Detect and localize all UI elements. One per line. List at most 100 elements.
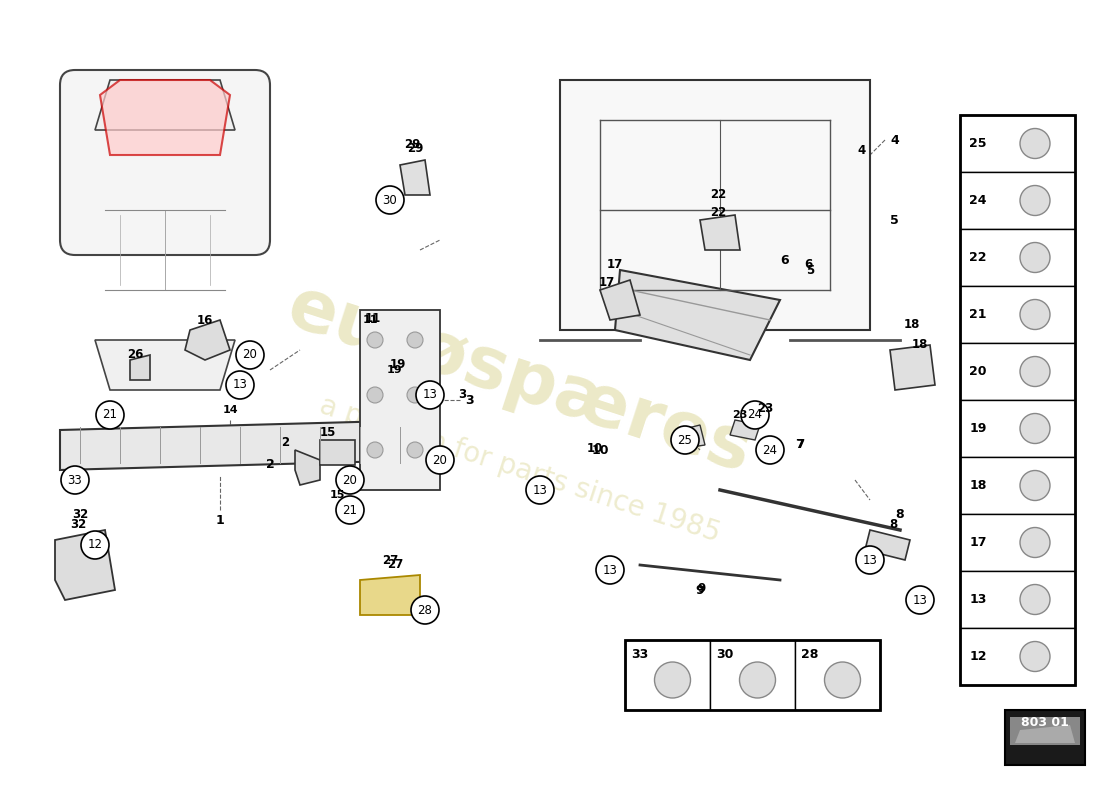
Text: 25: 25	[678, 434, 692, 446]
Circle shape	[411, 596, 439, 624]
Circle shape	[81, 531, 109, 559]
Text: 13: 13	[422, 389, 438, 402]
Text: 28: 28	[418, 603, 432, 617]
Circle shape	[426, 446, 454, 474]
Bar	[960, 229, 1075, 286]
Text: 18: 18	[904, 318, 921, 331]
Circle shape	[1020, 470, 1050, 501]
Text: 5: 5	[890, 214, 899, 226]
Text: 4: 4	[858, 143, 866, 157]
Bar	[1005, 710, 1085, 765]
Circle shape	[741, 401, 769, 429]
Circle shape	[596, 556, 624, 584]
Text: 22: 22	[710, 206, 726, 219]
Text: 20: 20	[969, 365, 987, 378]
Circle shape	[226, 371, 254, 399]
Bar	[960, 286, 1075, 343]
Text: 3: 3	[458, 389, 466, 402]
Polygon shape	[60, 420, 430, 470]
Bar	[960, 115, 1075, 172]
Text: 29: 29	[404, 138, 420, 151]
Text: 27: 27	[387, 558, 403, 571]
Text: 20: 20	[243, 349, 257, 362]
Text: 10: 10	[592, 443, 608, 457]
Polygon shape	[680, 425, 705, 448]
Text: 28: 28	[801, 649, 818, 662]
Circle shape	[407, 387, 424, 403]
Text: 9: 9	[695, 583, 704, 597]
Text: 2: 2	[265, 458, 274, 471]
Circle shape	[236, 341, 264, 369]
Text: 7: 7	[796, 438, 804, 451]
Polygon shape	[865, 530, 910, 560]
Text: 13: 13	[913, 594, 927, 606]
Polygon shape	[95, 340, 235, 390]
Text: 27: 27	[382, 554, 398, 566]
Text: 32: 32	[72, 509, 88, 522]
Text: 8: 8	[895, 509, 904, 522]
Bar	[960, 400, 1075, 457]
Text: 12: 12	[969, 650, 987, 663]
Bar	[960, 457, 1075, 514]
Text: 33: 33	[631, 649, 649, 662]
Text: 23: 23	[733, 410, 748, 420]
Text: 30: 30	[383, 194, 397, 206]
Bar	[625, 640, 710, 710]
Text: 29: 29	[407, 142, 424, 154]
Circle shape	[407, 442, 424, 458]
Circle shape	[367, 442, 383, 458]
Circle shape	[367, 332, 383, 348]
Polygon shape	[600, 280, 640, 320]
Polygon shape	[890, 345, 935, 390]
Text: 11: 11	[362, 315, 377, 325]
Text: 5: 5	[806, 263, 814, 277]
Polygon shape	[55, 530, 116, 600]
Circle shape	[1020, 527, 1050, 558]
Text: 2: 2	[280, 437, 289, 450]
Text: 22: 22	[710, 189, 726, 202]
FancyBboxPatch shape	[60, 70, 270, 255]
Bar	[960, 115, 1075, 685]
Text: 6: 6	[781, 254, 790, 266]
Bar	[360, 310, 440, 490]
Text: 15: 15	[320, 426, 337, 438]
Text: 13: 13	[232, 378, 248, 391]
Circle shape	[416, 381, 444, 409]
Text: 30: 30	[716, 649, 734, 662]
Text: 20: 20	[342, 474, 358, 486]
Circle shape	[906, 586, 934, 614]
Bar	[960, 571, 1075, 628]
Text: a passion for parts since 1985: a passion for parts since 1985	[316, 392, 724, 548]
Text: 4: 4	[890, 134, 899, 146]
Text: 13: 13	[532, 483, 548, 497]
Circle shape	[739, 662, 776, 698]
Text: 13: 13	[969, 593, 987, 606]
Text: 23: 23	[757, 402, 773, 414]
Circle shape	[1020, 585, 1050, 614]
Bar	[560, 80, 870, 330]
Circle shape	[96, 401, 124, 429]
Text: 19: 19	[387, 365, 403, 375]
Text: 13: 13	[603, 563, 617, 577]
Text: 1: 1	[216, 514, 224, 526]
Polygon shape	[730, 420, 760, 440]
Circle shape	[407, 332, 424, 348]
Text: 33: 33	[67, 474, 82, 486]
Polygon shape	[700, 215, 740, 250]
Polygon shape	[100, 80, 230, 155]
Text: 22: 22	[969, 251, 987, 264]
Polygon shape	[95, 80, 235, 130]
Text: 17: 17	[607, 258, 623, 271]
Text: 803 01: 803 01	[1021, 715, 1069, 729]
Text: 25: 25	[969, 137, 987, 150]
Text: 17: 17	[969, 536, 987, 549]
Circle shape	[1020, 414, 1050, 443]
Text: 21: 21	[342, 503, 358, 517]
Text: 3: 3	[465, 394, 474, 406]
Circle shape	[376, 186, 404, 214]
Polygon shape	[400, 160, 430, 195]
Polygon shape	[1015, 725, 1075, 743]
Circle shape	[671, 426, 698, 454]
Circle shape	[1020, 357, 1050, 386]
Polygon shape	[295, 450, 320, 485]
